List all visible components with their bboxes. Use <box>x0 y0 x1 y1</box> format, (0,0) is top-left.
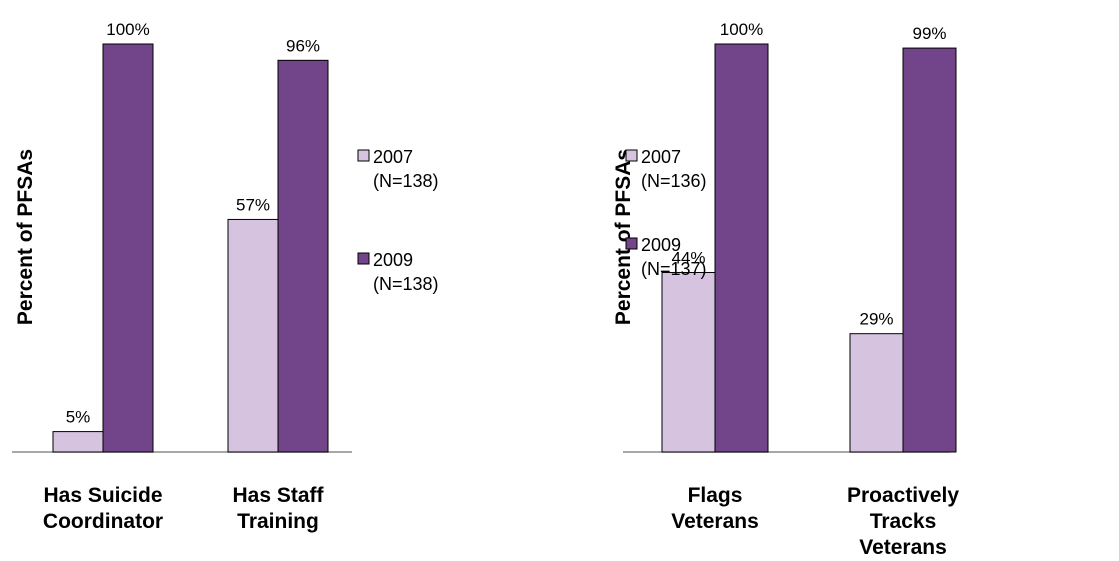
category-label: Veterans <box>859 536 947 559</box>
legend-swatch <box>357 149 370 162</box>
data-label: 100% <box>720 20 763 39</box>
legend-swatch <box>625 149 638 162</box>
category-label: Training <box>237 510 319 533</box>
bar-1-0 <box>102 43 154 453</box>
legend-label: 2009 <box>641 235 681 255</box>
chart-suicide-coordinator-training: Percent of PFSAs 5% 57% 100% 96% Has Suicide… <box>12 20 439 533</box>
legend-label: 2007 <box>373 147 413 167</box>
y-axis-label: Percent of PFSAs <box>612 149 635 325</box>
legend-label: 2009 <box>373 250 413 270</box>
category-label: Has Staff <box>232 484 324 507</box>
category-label: Veterans <box>671 510 759 533</box>
data-label: 57% <box>236 195 270 214</box>
data-label: 100% <box>106 20 149 39</box>
bar-1-1 <box>277 59 329 453</box>
chart-flags-tracks-veterans: Percent of PFSAs 44% 29% 100% 99% Flags Veter… <box>612 20 959 559</box>
category-label: Tracks <box>870 510 937 533</box>
bar-0-1 <box>849 333 904 453</box>
bar-0-0 <box>52 431 104 453</box>
legend-label: 2007 <box>641 147 681 167</box>
legend-swatch <box>625 237 638 250</box>
bar-0-1 <box>227 218 279 453</box>
data-label: 5% <box>66 408 91 427</box>
bar-1-1 <box>902 47 957 453</box>
legend-swatch <box>357 252 370 265</box>
category-label: Flags <box>688 484 743 507</box>
legend-label: (N=138) <box>373 171 439 191</box>
legend-label: (N=136) <box>641 171 707 191</box>
legend-label: (N=137) <box>641 259 707 279</box>
category-label: Proactively <box>847 484 959 507</box>
category-label: Has Suicide <box>43 484 162 507</box>
bar-0-0 <box>661 271 716 453</box>
y-axis-label: Percent of PFSAs <box>14 149 37 325</box>
data-label: 44% <box>671 248 705 267</box>
category-label: Coordinator <box>43 510 163 533</box>
data-label: 96% <box>286 36 320 55</box>
bar-1-0 <box>714 43 769 453</box>
legend-label: (N=138) <box>373 274 439 294</box>
data-label: 29% <box>859 310 893 329</box>
data-label: 99% <box>912 24 946 43</box>
